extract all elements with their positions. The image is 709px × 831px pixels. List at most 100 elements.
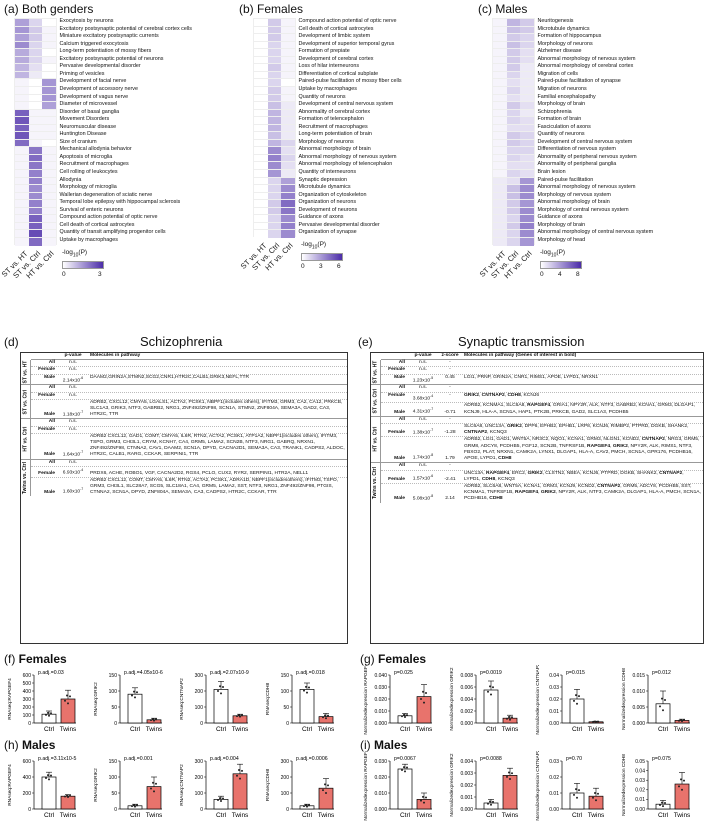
heatmap-row: Uptake by macrophages <box>253 86 357 94</box>
heatmap-row-label: Morphology of brain <box>538 101 586 109</box>
heatmap-row-label: Allodynia <box>60 177 82 185</box>
bar-chart: 0100200300400500600Ctrl Twinsp.adj.=0.03R… <box>4 665 84 743</box>
data-point <box>578 695 580 697</box>
molecules-cell: ADRB2, LGI1, GAD1, WNT5A, NR3C2, NQO1, K… <box>462 437 703 462</box>
table-row: Male 1.18x10-7 ADRB2, CXCL12, CMYA5, LGALS… <box>31 400 347 419</box>
heatmap-row-label: Size of cranium <box>60 139 97 147</box>
header-pvalue: p-value <box>408 353 438 359</box>
heatmap-row-label: Neuromuscular disease <box>60 124 117 132</box>
pvalue-cell: n.s. <box>58 367 88 373</box>
y-axis-label: Normalizedexpression CNTNAP2 <box>535 751 541 821</box>
comparison-label: Twins vs. Ctrl <box>21 460 31 497</box>
heatmap-cell <box>493 238 507 246</box>
table-row: All n.s. <box>31 419 347 426</box>
heatmap-row: Compound action potential of optic nerve <box>253 18 397 26</box>
category-label: Ctrl <box>302 726 313 733</box>
molecules-cell: ADRB2, CXCL12, CMYA5, LGALS1, ACTA2, PCS… <box>88 400 347 419</box>
heatmap-row-label: Morphology of head <box>538 237 586 245</box>
table-row: Female n.s. <box>31 427 347 434</box>
heatmap-row-label: Cell rolling of leukocytes <box>60 169 118 177</box>
data-point <box>661 698 663 700</box>
group-cell: All <box>31 460 58 466</box>
data-point <box>45 714 47 716</box>
y-tick-label: 0 <box>114 807 117 813</box>
y-tick-label: 0.020 <box>374 697 387 703</box>
heatmap-cell <box>42 238 56 246</box>
heatmap-row-label: Quantity of neurons <box>538 131 585 139</box>
pvalue-cell: n.s. <box>58 393 88 399</box>
zscore-cell: 0.45 <box>438 375 462 385</box>
y-tick-label: 200 <box>23 791 32 797</box>
data-point <box>661 802 663 804</box>
heatmap-row: Excitatory postsynaptic potential of cer… <box>14 26 192 34</box>
comparison-label: ST vs. HT <box>21 360 31 384</box>
heatmap-scale-tick: 4 <box>558 271 562 278</box>
data-point <box>573 700 575 702</box>
data-point <box>69 695 71 697</box>
y-axis-label: RNAseq:GRIK2 <box>93 682 99 716</box>
heatmap-row-label: Development of vagus nerve <box>60 94 129 102</box>
y-tick-label: 0.03 <box>549 759 559 765</box>
bar-chart: 0200400600Ctrl Twinsp.adj.=3.11x10-5RNAse… <box>4 751 84 829</box>
pvalue-annotation: p.adj.=0.0006 <box>296 756 328 762</box>
heatmap-row: Morphology of neurons <box>492 41 593 49</box>
category-label: Ctrl <box>486 726 497 733</box>
bar-chart: 0.000.010.020.030.040.05Ctrl Twinsp=0.075… <box>618 751 698 829</box>
data-point <box>401 715 403 717</box>
group-cell: All <box>31 385 58 391</box>
heatmap-row-label: Abnormal morphology of central nervous s… <box>538 229 654 237</box>
heatmap-row-label: Paired-pulse facilitation <box>538 177 594 185</box>
data-point <box>508 772 510 774</box>
y-tick-label: 100 <box>195 791 204 797</box>
table-row: Female 6.93x10-4 PRDX6, ACHE, ROBO1, VGF, … <box>31 467 347 478</box>
table-section: ST vs. Ctrl All n.s. Female n.s. Male 1.18x10-… <box>21 385 347 419</box>
heatmap-row: Microtubule dynamics <box>253 184 351 192</box>
heatmap-row: Compound action potential of optic nerve <box>14 214 158 222</box>
table-row: Male 5.08x10-8 2.14 ADRB2, SLC6A8, WNT5A, K… <box>381 484 703 503</box>
heatmap-row-label: Differentiation of nervous system <box>538 146 616 154</box>
bar-chart: 0.0000.0020.0040.0060.008Ctrl Twinsp=0.00… <box>446 665 526 743</box>
y-tick-label: 100 <box>23 713 32 719</box>
panel-e-label: (e) <box>358 335 373 349</box>
panel-b-label: (b) Females <box>239 2 303 16</box>
data-point <box>217 799 219 801</box>
data-point <box>511 772 513 774</box>
heatmap-color-scale <box>301 253 343 261</box>
heatmap-cell <box>15 238 29 246</box>
data-point <box>69 795 71 797</box>
heatmap-row: Temporal lobe epilepsy with hippocampal … <box>14 199 180 207</box>
y-axis-label: Normalizedexpression RAPGEF4 <box>363 665 369 735</box>
heatmap-color-scale <box>540 261 582 269</box>
heatmap-row: Organization of neurons <box>253 199 356 207</box>
heatmap-row: Recruitment of macrophages <box>253 124 368 132</box>
heatmap-row-label: Pervasive developmental disorder <box>299 222 380 230</box>
data-point <box>662 805 664 807</box>
heatmap-row-label: Quantity of interneurons <box>299 169 357 177</box>
group-cell: All <box>381 385 408 391</box>
molecules-cell <box>88 385 347 391</box>
heatmap-row: Quantity of transit amplifying progenito… <box>14 229 166 237</box>
data-point <box>492 686 494 688</box>
heatmap-row: Organization of synapse <box>253 229 357 237</box>
data-point <box>404 716 406 718</box>
y-tick-label: 300 <box>281 759 290 765</box>
data-point <box>576 797 578 799</box>
heatmap-row: Migration of neurons <box>492 86 587 94</box>
group-cell: Male <box>381 410 408 416</box>
heatmap-row: Abnormal morphology of nervous system <box>253 154 396 162</box>
heatmap-cell <box>29 238 43 246</box>
ctrl-bar <box>570 793 584 809</box>
data-point <box>238 714 240 716</box>
y-tick-label: 0.006 <box>460 685 473 691</box>
y-tick-label: 0 <box>28 721 31 727</box>
heatmap-row-label: Abnormality of cerebral cortex <box>299 109 371 117</box>
y-tick-label: 0.010 <box>374 791 387 797</box>
heatmap-row-label: Temporal lobe epilepsy with hippocampal … <box>60 199 181 207</box>
heatmap-row: Morphology of brain <box>492 222 585 230</box>
data-point <box>131 694 133 696</box>
y-axis-label: RNAseq:RAPGEF4 <box>7 764 13 806</box>
heatmap-row: Quantity of neurons <box>492 131 585 139</box>
category-label: Twins <box>232 812 249 819</box>
heatmap-row: Long-term potentiation of brain <box>253 131 372 139</box>
molecules-cell <box>88 419 347 425</box>
